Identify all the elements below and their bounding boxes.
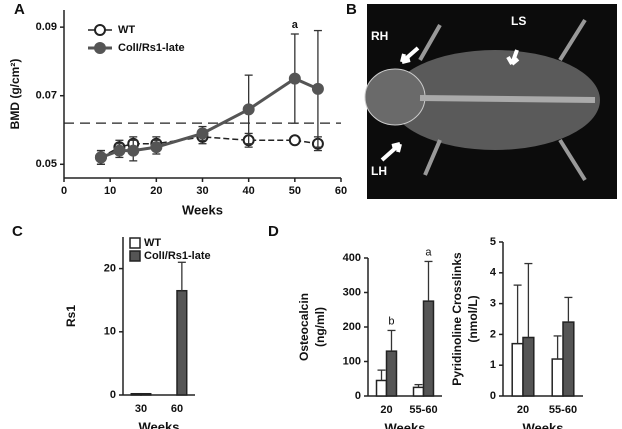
- panel-label: B: [346, 1, 357, 18]
- bar: [375, 379, 388, 397]
- x-tick-label: 55-60: [549, 404, 577, 416]
- y-tick-label: 0: [110, 389, 116, 401]
- legend-label: ColI/Rs1-late: [118, 42, 185, 54]
- y-tick-label: 20: [104, 263, 116, 275]
- x-tick-label: 55-60: [409, 404, 437, 416]
- y-axis-label: Rs1: [64, 305, 78, 327]
- y-tick-label: 0.05: [36, 158, 57, 170]
- arrow-rh: [400, 46, 420, 64]
- x-tick-label: 10: [104, 185, 116, 197]
- x-axis-label: Weeks: [385, 420, 426, 429]
- panel-label: A: [14, 1, 25, 18]
- y-tick-label: 0: [355, 390, 361, 402]
- y-axis-label: (ng/ml): [313, 307, 327, 347]
- point: [113, 144, 126, 157]
- annotation: RH: [371, 29, 388, 43]
- y-tick-label: 10: [104, 326, 116, 338]
- x-tick-label: 30: [135, 403, 147, 415]
- y-tick-label: 1: [490, 359, 496, 371]
- y-tick-label: 0.07: [36, 90, 57, 102]
- x-tick-label: 20: [150, 185, 162, 197]
- legend-marker: [94, 42, 106, 54]
- bar: [422, 300, 435, 397]
- point: [311, 82, 324, 95]
- legend-swatch: [129, 237, 141, 249]
- x-tick-label: 60: [171, 403, 183, 415]
- x-axis-label: Weeks: [139, 419, 180, 429]
- y-tick-label: 100: [343, 355, 361, 367]
- legend-label: ColI/Rs1-late: [144, 250, 211, 262]
- y-tick-label: 0.09: [36, 21, 57, 33]
- spine: [419, 95, 596, 103]
- x-tick-label: 0: [61, 185, 67, 197]
- panel-label: C: [12, 223, 23, 240]
- y-tick-label: 4: [490, 267, 497, 279]
- x-tick-label: 40: [243, 185, 255, 197]
- y-axis-label: Osteocalcin: [297, 293, 311, 361]
- bar: [551, 358, 564, 397]
- point: [94, 151, 107, 164]
- point: [127, 144, 140, 157]
- bar: [140, 392, 152, 396]
- panel-label: D: [268, 223, 279, 240]
- x-tick-label: 30: [196, 185, 208, 197]
- bar: [562, 321, 575, 397]
- annotation: a: [425, 246, 432, 258]
- y-axis-label: (nmol/L): [466, 295, 480, 342]
- point: [288, 134, 301, 147]
- arrow-lh: [380, 142, 402, 162]
- x-axis-label: Weeks: [523, 420, 564, 429]
- y-tick-label: 5: [490, 236, 496, 248]
- y-tick-label: 2: [490, 328, 496, 340]
- bar: [176, 289, 188, 396]
- bar: [412, 386, 425, 397]
- annotation: LH: [371, 164, 387, 178]
- legend-label: WT: [118, 24, 135, 36]
- point: [288, 72, 301, 85]
- bar: [522, 336, 535, 397]
- limbs: [418, 18, 587, 182]
- y-tick-label: 400: [343, 252, 361, 264]
- bar: [130, 392, 142, 396]
- y-tick-label: 0: [490, 390, 496, 402]
- annotation: b: [388, 315, 394, 327]
- bar: [511, 342, 524, 397]
- point: [150, 141, 163, 154]
- legend-label: WT: [144, 237, 161, 249]
- bar: [385, 350, 398, 397]
- mouse-head: [364, 68, 426, 126]
- x-tick-label: 20: [380, 404, 392, 416]
- point: [242, 103, 255, 116]
- x-tick-label: 60: [335, 185, 347, 197]
- point: [196, 127, 209, 140]
- y-tick-label: 200: [343, 321, 361, 333]
- annotation: a: [292, 19, 299, 31]
- legend-marker: [94, 24, 106, 36]
- arrow-ls: [506, 49, 520, 66]
- legend-swatch: [129, 250, 141, 262]
- x-axis-label: Weeks: [182, 202, 223, 217]
- y-tick-label: 300: [343, 286, 361, 298]
- x-tick-label: 20: [517, 404, 529, 416]
- y-axis-label: BMD (g/cm²): [8, 59, 22, 130]
- y-tick-label: 3: [490, 298, 496, 310]
- xray-panel: B RH LS LH: [346, 1, 617, 199]
- x-tick-label: 50: [289, 185, 301, 197]
- y-axis-label: Pyridinoline Crosslinks: [450, 252, 464, 386]
- annotation: LS: [511, 14, 526, 28]
